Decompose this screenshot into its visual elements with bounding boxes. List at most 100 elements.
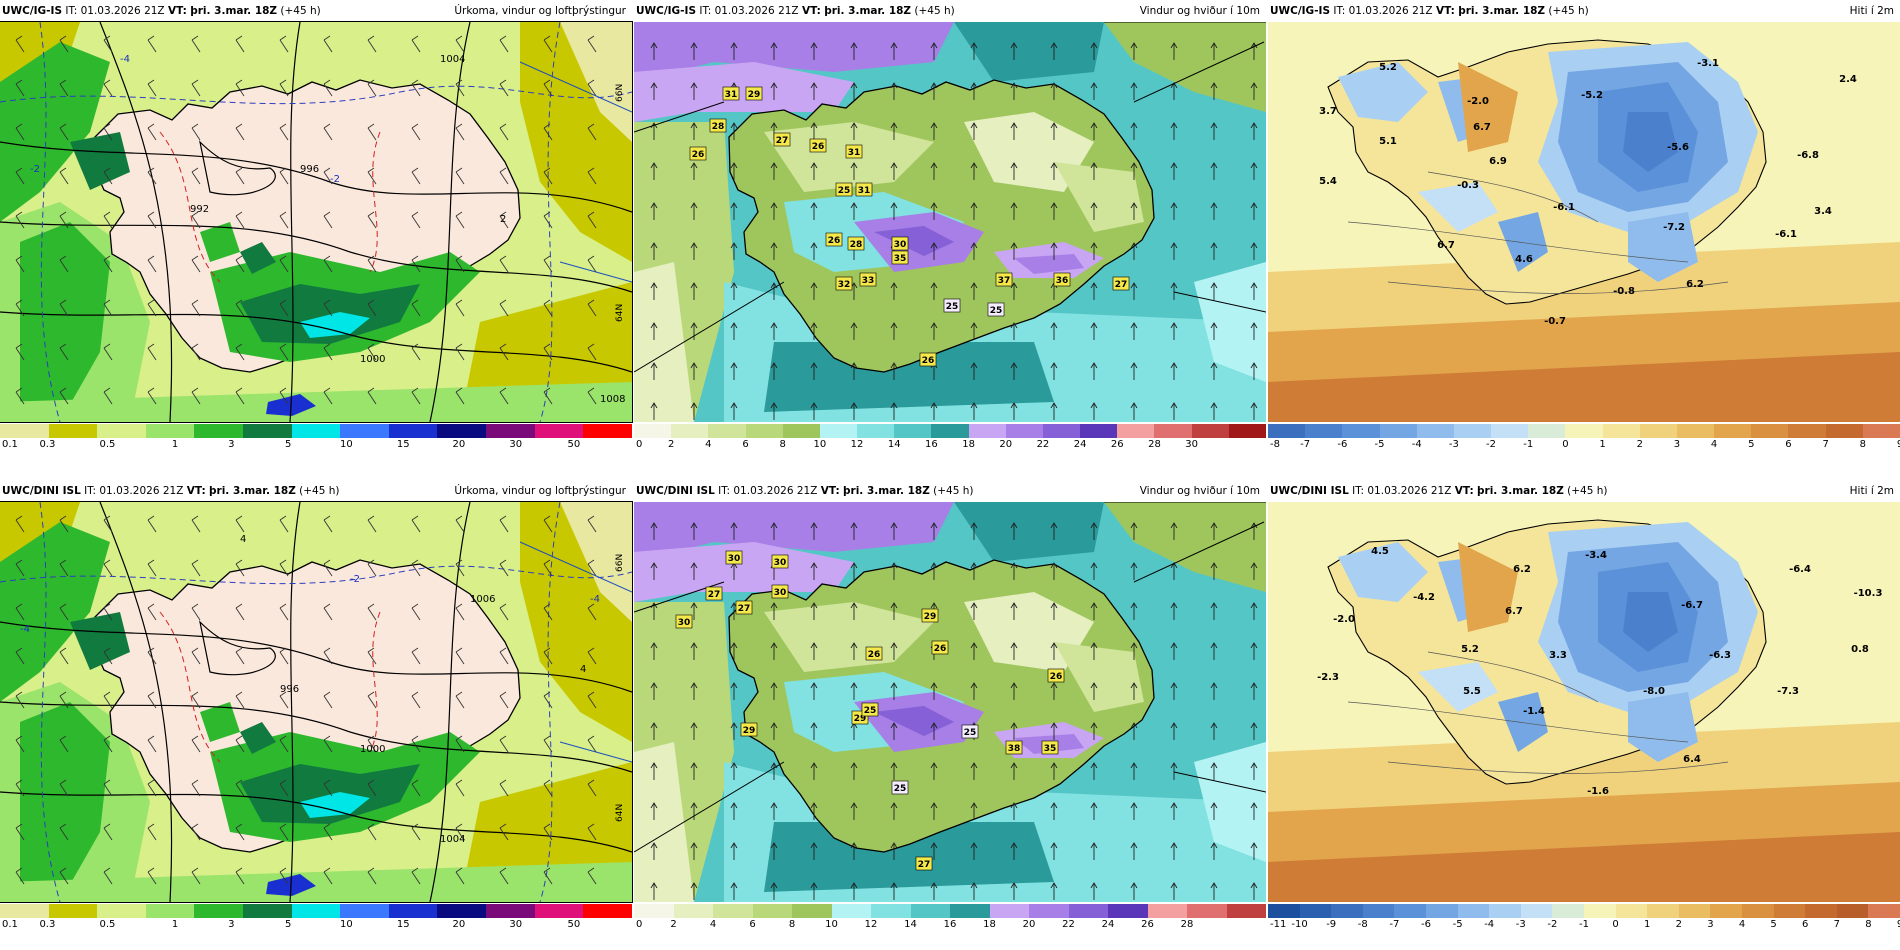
gust-value-badge: 30 — [891, 236, 909, 251]
grid-line — [634, 281, 785, 373]
heavy-precip-area — [300, 792, 370, 818]
precip-band — [20, 222, 110, 422]
gust-value-badge: 30 — [771, 584, 789, 599]
temperature-value: -5.2 — [1581, 90, 1603, 101]
isobar — [289, 502, 301, 902]
gust-area — [1014, 254, 1084, 274]
colorbar-swatch — [931, 424, 969, 438]
colorbar-tick-label: -6 — [1337, 439, 1348, 450]
colorbar-swatch — [1862, 424, 1900, 438]
colorbar-tick-label: -6 — [1421, 919, 1431, 930]
colorbar — [0, 424, 632, 438]
valid-label: VT: — [186, 485, 206, 497]
temperature-value: 5.5 — [1463, 686, 1481, 697]
temperature-value: -7.3 — [1777, 686, 1799, 697]
colorbar-swatch — [857, 424, 895, 438]
colorbar-tick-label: 1 — [171, 439, 179, 450]
gust-area — [1054, 642, 1144, 712]
gust-value: 29 — [924, 612, 937, 622]
colorbar-tick-label: -4 — [1411, 439, 1422, 450]
isobar — [429, 22, 471, 422]
colorbar-tick-label: 5 — [1748, 439, 1755, 450]
colorbar-swatch — [1268, 904, 1300, 918]
colorbar-swatch — [1583, 904, 1616, 918]
contour-label: 1000 — [360, 744, 385, 755]
colorbar-tick-label: 18 — [962, 439, 975, 450]
init-label: IT: — [84, 485, 97, 497]
colorbar-tick-label: 14 — [887, 439, 901, 450]
colorbar-swatch — [1154, 424, 1192, 438]
colorbar-tick-label: 0.3 — [39, 919, 56, 930]
colorbar-tick-label: 2 — [1636, 439, 1643, 450]
gust-value: 36 — [1056, 276, 1069, 286]
colorbar-swatch — [1191, 424, 1229, 438]
gust-value: 26 — [828, 236, 841, 246]
contour-label: 992 — [190, 204, 209, 215]
colorbar-tick-label: 12 — [864, 919, 878, 930]
colorbar-tick-label: 10 — [339, 439, 353, 450]
colorbar-swatch — [745, 424, 783, 438]
colorbar-swatch — [1108, 904, 1148, 918]
contour-label: -4 — [590, 594, 600, 605]
colorbar-swatch — [437, 424, 487, 438]
lead-time: (+45 h) — [299, 485, 340, 497]
gust-area — [764, 602, 934, 672]
isotherm — [1427, 651, 1599, 703]
colorbar-swatch — [1639, 424, 1677, 438]
colorbar-swatch — [1029, 904, 1069, 918]
panel-header: UWC/IG-IS IT: 01.03.2026 21Z VT: þri. 3.… — [0, 0, 632, 22]
valid-time: þri. 3.mar. 18Z — [190, 5, 278, 17]
grid-line — [519, 541, 632, 593]
gust-value: 25 — [946, 302, 959, 312]
colorbar-swatch — [1331, 904, 1363, 918]
gust-value-badge: 31 — [845, 144, 863, 159]
panel-header: UWC/DINI ISL IT: 01.03.2026 21Z VT: þri.… — [634, 480, 1266, 502]
gust-value: 31 — [848, 148, 861, 158]
gust-value: 35 — [894, 254, 907, 264]
grid-line — [1133, 41, 1265, 103]
colorbar-swatch — [1552, 904, 1584, 918]
colorbar-labels: -11-10-9-8-7-6-5-4-3-2-10123456789 — [1268, 919, 1900, 933]
init-label: IT: — [1333, 5, 1346, 17]
heavy-precip-area — [240, 284, 420, 344]
isotherm-cold — [539, 502, 561, 902]
colorbar-swatch — [583, 424, 632, 438]
isobar — [199, 620, 276, 676]
gust-value: 29 — [854, 714, 867, 724]
temperature-value: 2.4 — [1839, 74, 1857, 85]
colorbar-tick-label: 0 — [636, 439, 643, 450]
gust-value-badge: 30 — [725, 550, 743, 565]
model-name: UWC/IG-IS — [636, 5, 697, 17]
colorbar-tick-label: 5 — [1770, 919, 1777, 930]
gust-value-badge: 25 — [943, 298, 961, 313]
map-canvas: 31 29 28 27 26 26 31 25 31 26 28 30 35 32 33 37 36 27 26 25… — [634, 22, 1266, 422]
isotherm-cold — [39, 22, 61, 422]
colorbar-tick-label: -11 — [1270, 919, 1287, 930]
heavy-precip-area — [70, 132, 130, 190]
colorbar-swatch — [1457, 904, 1490, 918]
wind-band — [1104, 502, 1266, 592]
contour-label: -4 — [20, 624, 30, 635]
colorbar-tick-label: 12 — [850, 439, 864, 450]
init-time: 01.03.2026 21Z — [99, 485, 184, 497]
colorbar-swatch — [194, 904, 244, 918]
temperature-value: -2.0 — [1467, 96, 1489, 107]
colorbar-swatch — [634, 904, 674, 918]
gust-value-badge: 26 — [1047, 668, 1065, 683]
colorbar-tick-label: 16 — [925, 439, 938, 450]
colorbar-tick-label: -2 — [1486, 439, 1497, 450]
isobar — [289, 22, 301, 422]
wind-band — [954, 22, 1104, 82]
contour-label: 1004 — [440, 54, 465, 65]
init-label: IT: — [1352, 485, 1365, 497]
colorbar-tick-label: 9 — [1897, 439, 1900, 451]
gust-value-badge: 27 — [915, 856, 933, 871]
isotherm-warm — [369, 611, 381, 753]
gust-value: 27 — [738, 604, 751, 614]
gust-value-badge: 26 — [865, 646, 883, 661]
cold-area — [1623, 112, 1678, 172]
colorbar-tick-label: 16 — [943, 919, 957, 930]
temperature-value: 5.2 — [1379, 62, 1397, 73]
temperature-value: -6.1 — [1553, 202, 1575, 213]
cold-area — [1628, 212, 1698, 282]
